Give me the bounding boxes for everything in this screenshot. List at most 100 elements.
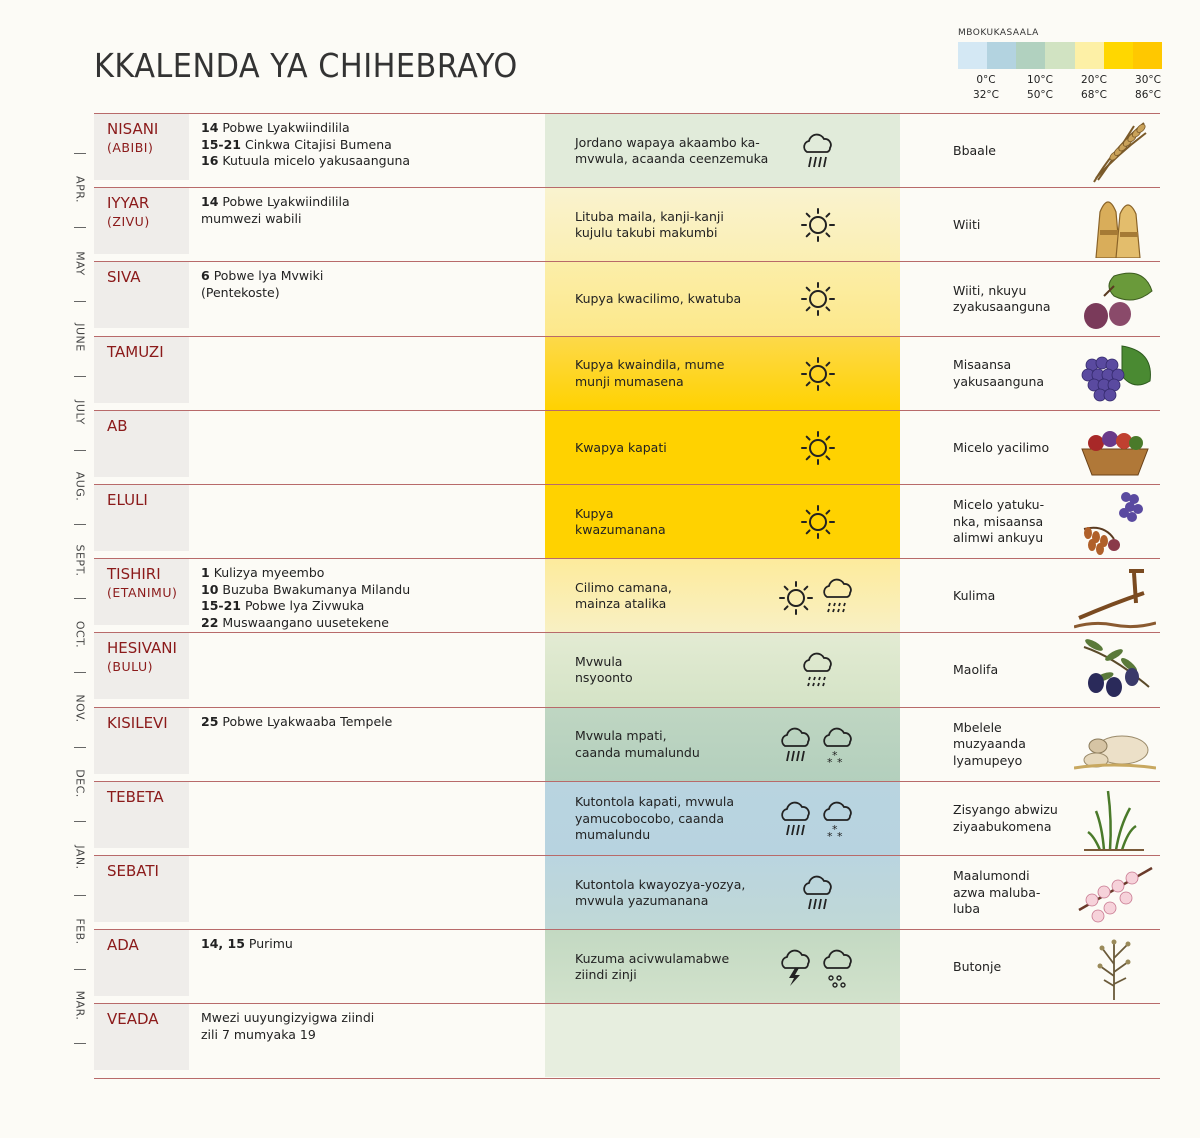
weather-line: Kupya	[575, 505, 614, 521]
festival-day: 22	[201, 614, 219, 630]
legend-tick-celsius: 0°C	[976, 74, 996, 86]
crop-line: Butonje	[953, 958, 1002, 974]
crop-line: Micelo yatuku-	[953, 497, 1045, 513]
drizzle-icon	[819, 578, 861, 621]
weather-cell: Kutontola kapati, mvwula yamucobocobo, ca…	[545, 781, 900, 856]
weather-cell	[545, 1004, 900, 1078]
weather-cell: Kutontola kwayozya-yozya, mvwula yazumana…	[545, 856, 900, 930]
wheat-sheaf-icon	[1074, 192, 1156, 259]
sun-icon	[799, 356, 841, 397]
legend-tick-celsius: 30°C	[1135, 74, 1161, 86]
weather-icons	[799, 503, 841, 543]
weather-cell: Kupya kwazumanana	[545, 485, 900, 559]
ruler-tick	[74, 449, 86, 451]
weather-description: Kutontola kapati, mvwula yamucobocobo, ca…	[575, 794, 775, 844]
ruler-tick	[74, 301, 86, 303]
rain-icon	[777, 727, 819, 770]
legend-swatch	[1132, 42, 1162, 69]
ruler-tick	[74, 672, 86, 674]
crop-description: Bbaale	[953, 143, 1073, 160]
weather-line: Cilimo camana,	[575, 579, 672, 595]
hebrew-month-name: HESIVANI	[107, 639, 177, 658]
rain-icon	[777, 801, 819, 844]
crop-description: Misaansa yakusaanguna	[953, 357, 1073, 390]
weather-cell: Kwapya kapati	[545, 410, 900, 485]
weather-description: Mvwula nsyoonto	[575, 654, 775, 687]
hebrew-month-cell: ADA	[94, 930, 189, 997]
festival-day: 25	[201, 713, 219, 729]
crop-line: zyakusaanguna	[953, 299, 1051, 315]
festival-name: zili 7 mumyaka 19	[201, 1026, 316, 1042]
weather-line: nsyoonto	[575, 670, 633, 686]
festival-day: 15-21	[201, 598, 241, 614]
festival-list: 1 Kulizya myeembo 10 Buzuba Bwakumanya Mi…	[201, 565, 531, 631]
hebrew-month-cell: TAMUZI	[94, 336, 189, 403]
ruler-month-label: MAY	[73, 251, 87, 276]
ruler-tick	[74, 227, 86, 229]
weather-icons	[799, 651, 841, 691]
weather-line: Mvwula	[575, 653, 623, 669]
ruler-month-label: MAR.	[73, 990, 87, 1021]
weather-line: Kutontola kapati, mvwula	[575, 794, 735, 810]
festival-item: 6 Pobwe lya Mvwiki	[201, 268, 531, 285]
hebrew-month-cell: KISILEVI	[94, 707, 189, 774]
page-title: KKALENDA YA CHIHEBRAYO	[94, 46, 518, 85]
ruler-month-label: APR.	[73, 176, 87, 203]
crop-description: Mbelele muzyaanda lyamupeyo	[953, 720, 1073, 770]
weather-cell: Lituba maila, kanji-kanji kujulu takubi m…	[545, 188, 900, 263]
weather-icons: * * *	[777, 800, 861, 840]
legend-swatch	[1074, 42, 1104, 69]
hebrew-month-name: NISANI	[107, 120, 159, 138]
svg-text:*: *	[837, 830, 843, 840]
festival-day: 14	[201, 194, 219, 210]
weather-cell: Kupya kwaindila, mume munji mumasena	[545, 336, 900, 411]
ruler-tick	[74, 1043, 86, 1045]
legend-swatch	[1045, 42, 1075, 69]
legend-tick: 30°C 86°C	[1128, 73, 1168, 103]
festival-name: mumwezi wabili	[201, 210, 302, 226]
ruler-month-label: JULY	[73, 399, 87, 425]
weather-line: Mvwula mpati,	[575, 728, 667, 744]
ruler-tick	[74, 895, 86, 896]
sun-icon	[799, 208, 841, 248]
plow-icon	[1073, 563, 1157, 629]
sheep-icon	[1073, 712, 1157, 778]
weather-cell: Mvwula nsyoonto	[545, 633, 900, 708]
crop-description: Maalumondi azwa maluba-luba	[953, 868, 1073, 918]
weather-cell: Mvwula mpati, caanda mumalundu * * *	[545, 707, 900, 782]
festival-list: Mwezi uuyungizyigwa ziindi zili 7 mumyaka…	[201, 1010, 531, 1043]
calendar-row: SIVA 6 Pobwe lya Mvwiki (Pentekoste) Kupya …	[94, 261, 1160, 337]
crop-line: Wiiti, nkuyu	[953, 282, 1027, 298]
crop-line: Mbelele	[953, 719, 1002, 735]
hebrew-month-cell: AB	[94, 410, 189, 477]
weather-icons	[799, 874, 841, 914]
flax-icon	[1074, 934, 1156, 1001]
weather-description: Jordano wapaya akaambo ka-mvwula, acaand…	[575, 135, 775, 168]
festival-name: Pobwe lya Zivwuka	[244, 598, 365, 614]
ruler-tick	[74, 820, 86, 822]
weather-icons	[777, 948, 861, 988]
calendar-row: KISILEVI 25 Pobwe Lyakwaaba Tempele Mvwula…	[94, 706, 1160, 782]
hebrew-month-name: TEBETA	[107, 787, 164, 806]
festival-item: 22 Muswaangano uusetekene	[201, 615, 531, 632]
weather-icons	[799, 132, 841, 172]
calendar-row: IYYAR (ZIVU) 14 Pobwe Lyakwiindilila mumwez…	[94, 187, 1160, 263]
hebrew-month-name: AB	[107, 416, 128, 435]
weather-description: Kupya kwacilimo, kwatuba	[575, 291, 775, 308]
festival-day: 14, 15	[201, 936, 245, 952]
weather-cell: Kuzuma acivwulamabwe ziindi zinji	[545, 930, 900, 1005]
legend-tick-fahrenheit: 32°C	[973, 89, 999, 101]
crop-line: lyamupeyo	[953, 752, 1023, 768]
hebrew-month-name: TAMUZI	[107, 342, 164, 361]
ruler-tick	[74, 969, 86, 971]
ruler-month-label: FEB.	[73, 918, 87, 945]
legend-tick: 20°C 68°C	[1074, 73, 1114, 103]
calendar-row: TEBETA Kutontola kapati, mvwula yamucoboco…	[94, 780, 1160, 856]
hebrew-month-cell: TISHIRI (ETANIMU)	[94, 559, 189, 626]
hebrew-month-cell: NISANI (ABIBI)	[94, 114, 189, 180]
grapes-icon	[1074, 341, 1156, 407]
festival-item: 14 Pobwe Lyakwiindilila	[201, 120, 531, 137]
festival-item: mumwezi wabili	[201, 211, 531, 228]
calendar-row: TISHIRI (ETANIMU) 1 Kulizya myeembo 10 Buzu…	[94, 558, 1160, 634]
weather-icons	[799, 429, 841, 469]
